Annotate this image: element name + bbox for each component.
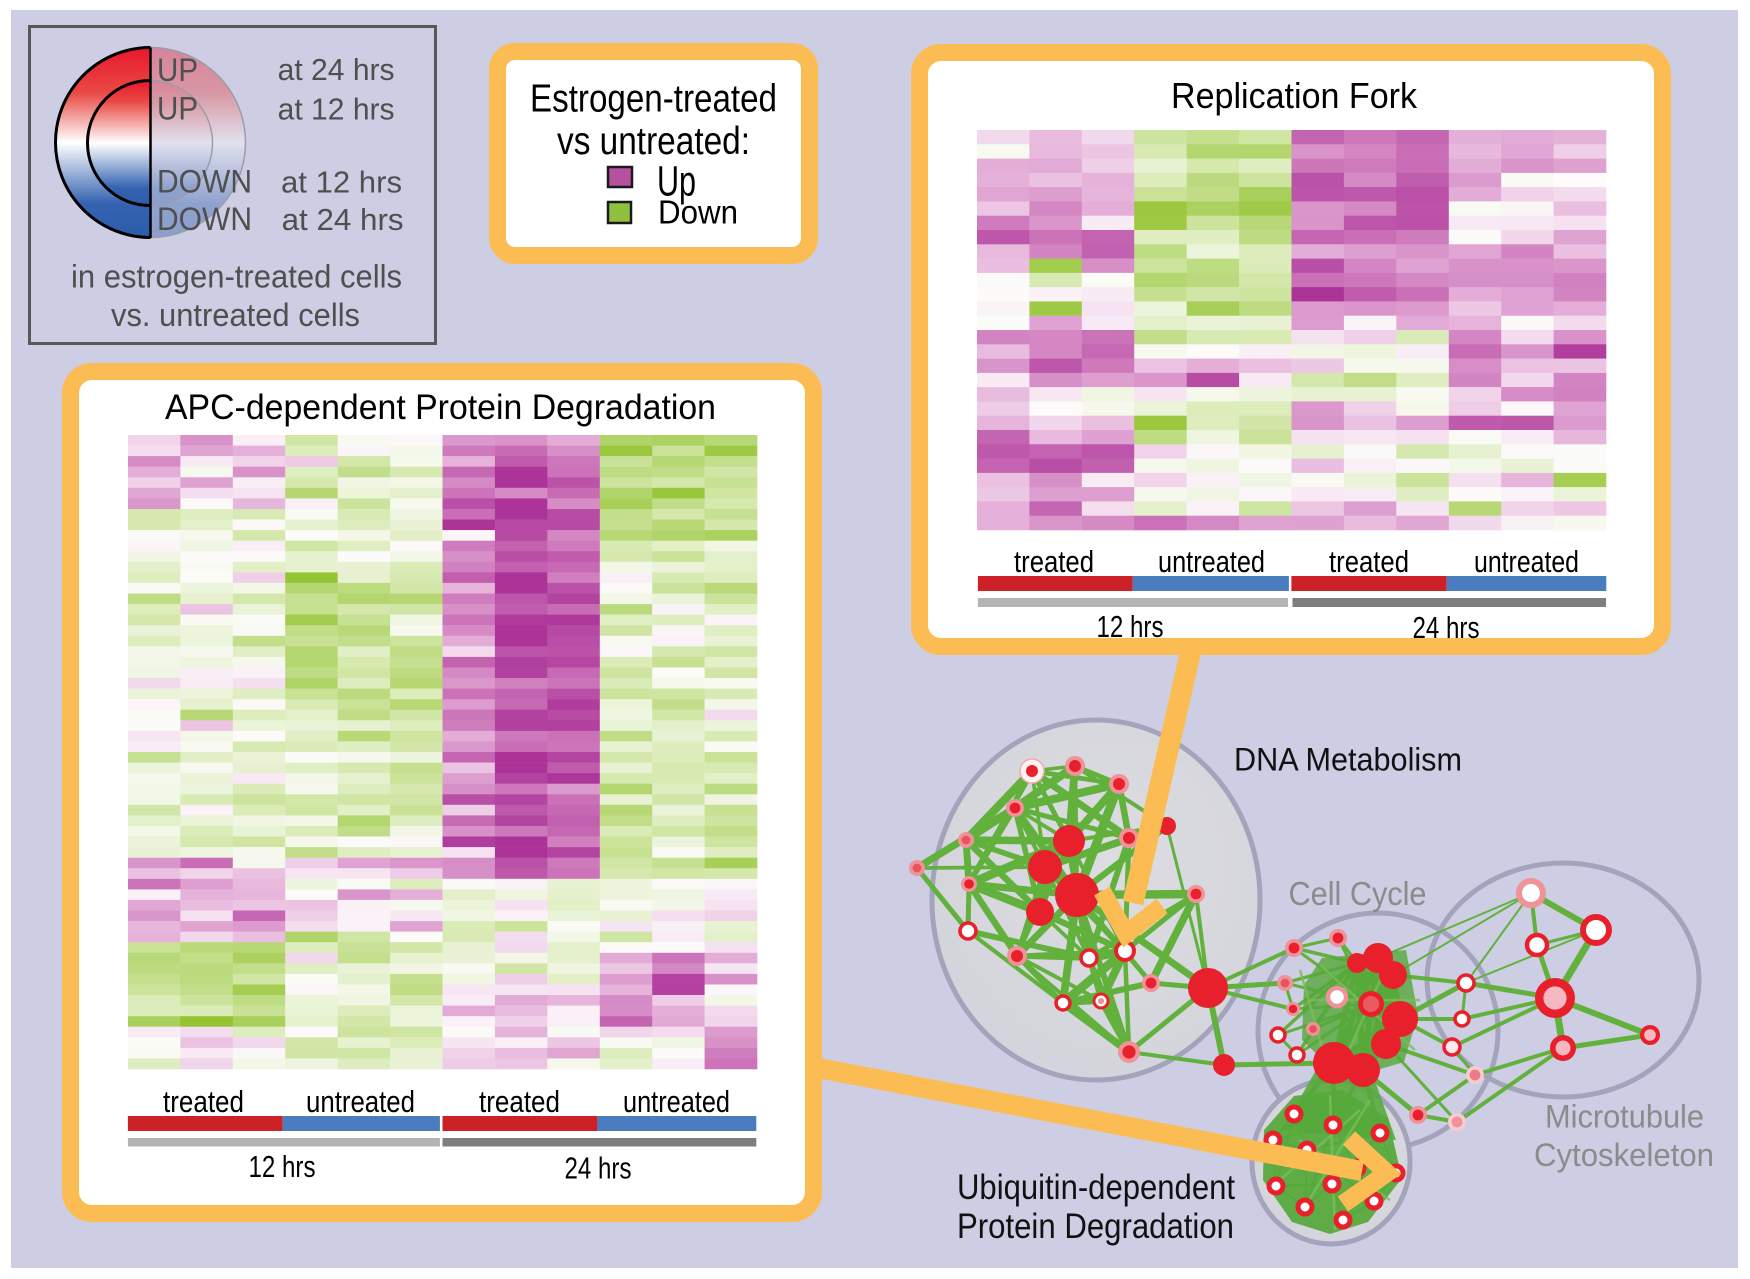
svg-text:at 12 hrs: at 12 hrs	[278, 92, 395, 127]
svg-text:treated: treated	[163, 1084, 244, 1119]
svg-text:untreated: untreated	[623, 1084, 730, 1119]
svg-text:DOWN: DOWN	[157, 164, 252, 200]
svg-text:treated: treated	[1014, 544, 1094, 579]
svg-text:12 hrs: 12 hrs	[249, 1149, 316, 1184]
svg-text:12 hrs: 12 hrs	[1097, 609, 1164, 644]
svg-text:DNA Metabolism: DNA Metabolism	[1234, 742, 1462, 778]
svg-text:at 24 hrs: at 24 hrs	[278, 52, 395, 87]
svg-text:24 hrs: 24 hrs	[565, 1151, 632, 1186]
svg-text:Protein Degradation: Protein Degradation	[957, 1206, 1234, 1246]
svg-text:at 12 hrs: at 12 hrs	[281, 164, 402, 199]
svg-text:UP: UP	[157, 52, 198, 88]
svg-text:Cytoskeleton: Cytoskeleton	[1534, 1137, 1714, 1173]
svg-text:24 hrs: 24 hrs	[1413, 610, 1480, 645]
svg-text:APC-dependent Protein Degradat: APC-dependent Protein Degradation	[165, 388, 716, 427]
svg-text:UP: UP	[157, 91, 198, 127]
svg-text:DOWN: DOWN	[157, 201, 252, 237]
svg-text:Down: Down	[658, 194, 738, 231]
svg-text:Microtubule: Microtubule	[1545, 1099, 1704, 1135]
svg-text:untreated: untreated	[1474, 544, 1579, 579]
svg-text:untreated: untreated	[1158, 544, 1265, 579]
svg-text:untreated: untreated	[306, 1084, 415, 1119]
svg-text:Ubiquitin-dependent: Ubiquitin-dependent	[957, 1167, 1235, 1207]
svg-text:treated: treated	[1329, 544, 1409, 579]
svg-text:Cell Cycle: Cell Cycle	[1289, 875, 1427, 912]
svg-text:Estrogen-treated: Estrogen-treated	[530, 78, 777, 121]
svg-text:in estrogen-treated cells: in estrogen-treated cells	[71, 259, 402, 295]
svg-text:vs untreated:: vs untreated:	[557, 120, 750, 163]
svg-text:at 24 hrs: at 24 hrs	[282, 202, 404, 237]
svg-text:vs. untreated cells: vs. untreated cells	[111, 297, 360, 333]
svg-text:treated: treated	[479, 1084, 560, 1119]
svg-text:Up: Up	[657, 158, 696, 206]
svg-text:Replication Fork: Replication Fork	[1171, 75, 1418, 116]
